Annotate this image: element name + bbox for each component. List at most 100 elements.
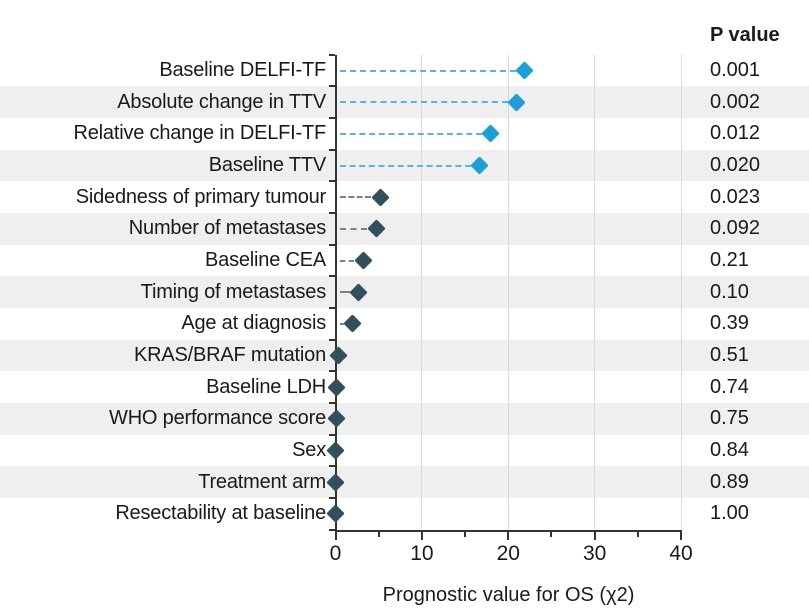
y-axis-tick (328, 212, 335, 215)
data-point-diamond (326, 441, 346, 460)
y-axis-tick (328, 275, 335, 278)
category-label: Baseline LDH (206, 375, 326, 398)
p-value: 0.092 (710, 217, 761, 240)
data-point-diamond (329, 346, 349, 365)
table-row: Number of metastases 0.092 (0, 213, 809, 245)
leader-dash-line (339, 196, 372, 199)
table-row: Baseline CEA 0.21 (0, 245, 809, 277)
x-tick-label: 30 (582, 542, 607, 565)
p-value: 0.21 (710, 249, 749, 271)
data-point-diamond (470, 156, 489, 175)
table-row: Age at diagnosis 0.39 (0, 308, 809, 340)
y-axis-tick (328, 433, 335, 436)
p-value: 0.74 (710, 375, 749, 398)
data-point-diamond (343, 314, 362, 334)
p-value-column-header: P value (710, 24, 780, 46)
row-stripe (0, 466, 809, 498)
category-label: Baseline TTV (208, 154, 326, 177)
data-point-diamond (326, 472, 345, 492)
category-label: Relative change in DELFI-TF (73, 122, 327, 145)
leader-dash-line (339, 227, 368, 230)
category-label: Age at diagnosis (181, 312, 326, 335)
data-point-diamond (349, 282, 369, 302)
data-point-diamond (353, 251, 373, 270)
leader-dash-line (339, 101, 508, 104)
p-value: 0.023 (710, 185, 761, 208)
p-value: 0.75 (710, 407, 749, 430)
table-row: WHO performance score 0.75 (0, 403, 809, 435)
x-axis-major-tick (334, 531, 337, 540)
data-point-diamond (327, 377, 346, 397)
leader-dash-line (339, 322, 344, 325)
y-axis-tick (328, 53, 335, 56)
table-row: Sidedness of primary tumour 0.023 (0, 181, 809, 213)
x-tick-label: 10 (410, 542, 434, 565)
leader-dash-line (339, 291, 350, 294)
x-axis-major-tick (420, 531, 423, 540)
x-axis-line (334, 529, 682, 532)
y-axis-tick (328, 85, 335, 88)
y-axis-tick (328, 148, 335, 151)
x-tick-label: 40 (669, 542, 693, 565)
p-value: 0.012 (710, 122, 761, 145)
leader-dash-line (339, 164, 471, 167)
leader-dash-line (339, 69, 516, 72)
y-axis-tick (328, 465, 335, 468)
p-value: 1.00 (710, 502, 749, 525)
category-label: Treatment arm (198, 470, 326, 493)
x-axis-major-tick (507, 531, 510, 540)
data-point-diamond (481, 124, 501, 144)
table-row: Baseline DELFI-TF 0.001 (0, 55, 809, 87)
gridline-x30 (594, 54, 596, 530)
x-axis-minor-tick (550, 531, 553, 537)
data-point-diamond (515, 61, 534, 80)
p-value: 0.84 (710, 438, 749, 461)
x-axis-minor-tick (377, 531, 380, 537)
row-stripe (0, 402, 809, 435)
data-point-diamond (371, 188, 390, 207)
y-axis-tick (328, 370, 335, 373)
p-value: 0.89 (710, 470, 749, 493)
table-row: Baseline TTV 0.020 (0, 150, 809, 182)
gridline-x40 (680, 54, 682, 530)
table-row: Baseline LDH 0.74 (0, 371, 809, 403)
gridline-x10 (421, 54, 423, 530)
row-stripe (0, 213, 809, 245)
gridline-x20 (507, 54, 509, 530)
category-label: WHO performance score (109, 407, 326, 430)
y-axis-tick (328, 401, 335, 404)
table-row: Absolute change in TTV 0.002 (0, 86, 809, 118)
category-label: Sex (292, 438, 326, 461)
data-point-diamond (366, 219, 386, 239)
table-row: Timing of metastases 0.10 (0, 276, 809, 308)
x-tick-label: 20 (496, 542, 520, 565)
y-axis-tick (328, 496, 335, 499)
table-row: KRAS/BRAF mutation 0.51 (0, 340, 809, 372)
table-row: Treatment arm 0.89 (0, 466, 809, 498)
x-axis-major-tick (680, 531, 682, 540)
y-axis-tick (328, 243, 335, 246)
y-axis-tick (328, 528, 335, 531)
y-axis-tick (328, 338, 335, 341)
x-tick-label: 0 (329, 542, 342, 565)
category-label: Timing of metastases (140, 280, 327, 303)
category-label: KRAS/BRAF mutation (133, 343, 326, 366)
y-axis-tick (328, 307, 335, 309)
data-point-diamond (507, 93, 527, 112)
table-row: Relative change in DELFI-TF 0.012 (0, 118, 809, 150)
x-axis-title: Prognostic value for OS (χ2) (382, 584, 635, 606)
category-label: Sidedness of primary tumour (75, 185, 326, 208)
x-axis-minor-tick (464, 531, 467, 537)
category-label: Baseline CEA (205, 249, 326, 271)
category-label: Number of metastases (128, 217, 326, 240)
y-axis-line (334, 54, 337, 532)
y-axis-tick (328, 180, 335, 183)
data-point-diamond (327, 409, 346, 428)
p-value: 0.10 (710, 280, 749, 303)
y-axis-tick (328, 117, 335, 120)
table-row: Resectability at baseline 1.00 (0, 498, 809, 530)
p-value: 0.39 (710, 312, 749, 335)
p-value: 0.020 (710, 154, 761, 177)
x-axis-minor-tick (636, 531, 639, 537)
